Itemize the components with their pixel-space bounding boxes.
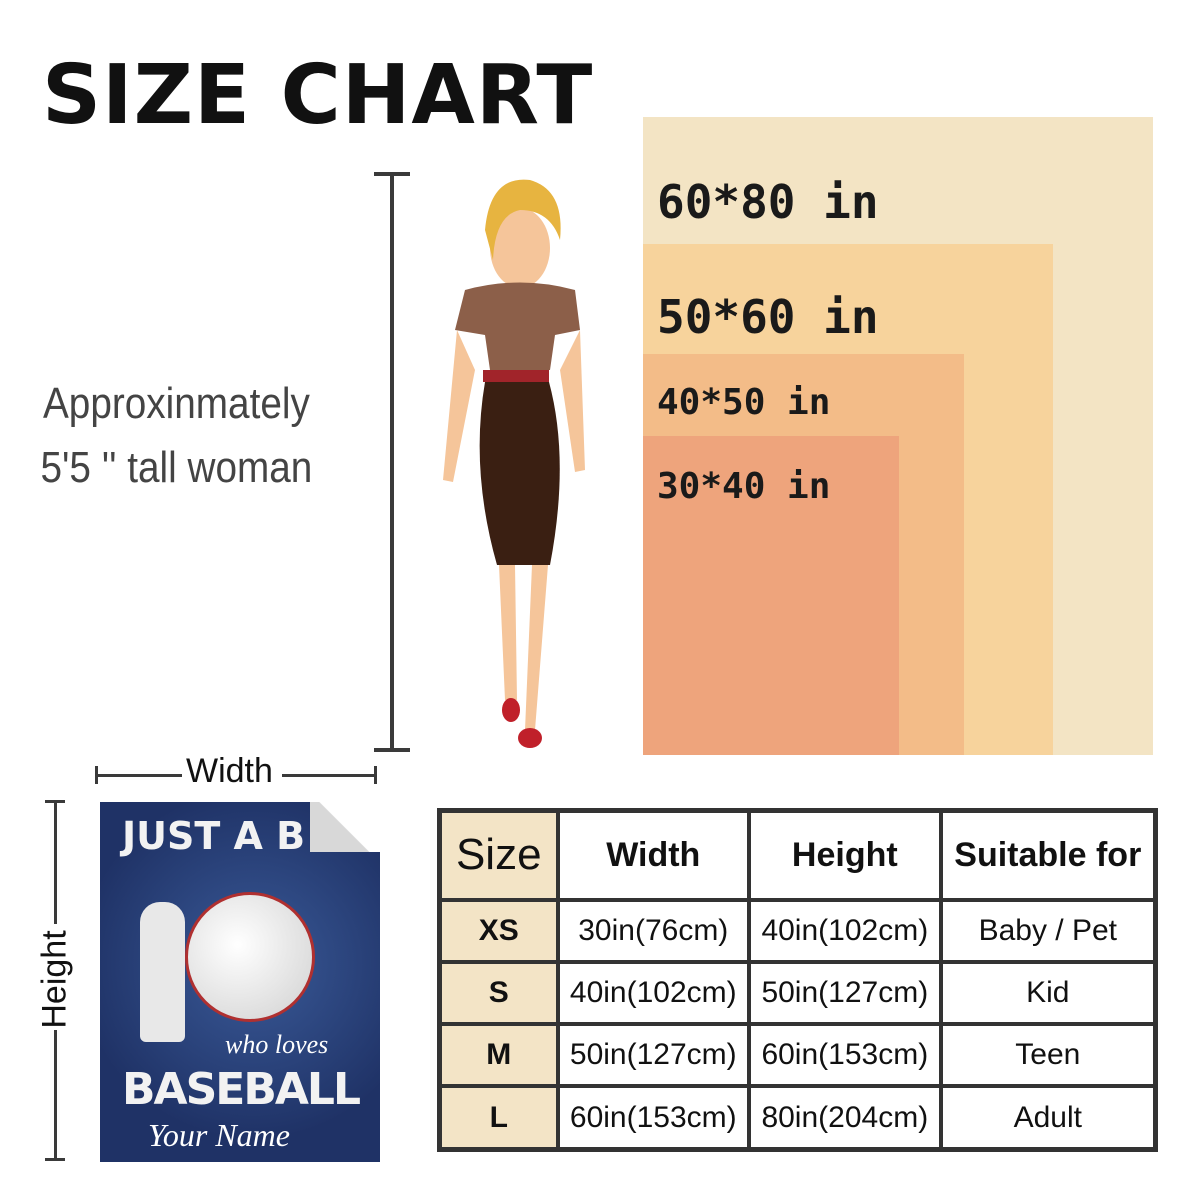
table-cell: 50in(127cm) [747, 959, 943, 1027]
baseball-icon [185, 892, 315, 1022]
blanket-text: BASEBALL [122, 1064, 361, 1115]
table-cell: 60in(153cm) [555, 1084, 752, 1152]
size-table: Size Width Height Suitable for XS 30in(76… [437, 808, 1158, 1152]
table-row: XS 30in(76cm) 40in(102cm) Baby / Pet [437, 897, 1158, 964]
page-title: SIZE CHART [42, 48, 594, 143]
blanket-text: Your Name [148, 1117, 290, 1153]
header-cell: Height [747, 808, 943, 902]
table-cell: Kid [938, 959, 1158, 1027]
table-cell: 80in(204cm) [747, 1084, 943, 1152]
table-cell: 40in(102cm) [747, 897, 943, 964]
blanket-image: JUST A B who loves BASEBALL Your Name [100, 802, 380, 1162]
table-cell: 60in(153cm) [747, 1022, 943, 1089]
table-header-row: Size Width Height Suitable for [437, 808, 1158, 902]
batter-figure [140, 902, 185, 1042]
size-rect-30x40: 30*40 in [643, 436, 899, 755]
description-line: Approxinmately [42, 379, 310, 428]
table-cell: Teen [938, 1022, 1158, 1089]
table-row: L 60in(153cm) 80in(204cm) Adult [437, 1084, 1158, 1152]
header-cell: Suitable for [938, 808, 1158, 902]
size-label: 50*60 in [657, 290, 879, 344]
table-cell: 30in(76cm) [555, 897, 752, 964]
height-description: Approxinmately 5'5 '' tall woman [40, 372, 313, 500]
header-cell: Size [437, 808, 560, 902]
blanket-fold [310, 802, 380, 852]
table-cell: Baby / Pet [938, 897, 1158, 964]
table-cell: XS [437, 897, 560, 964]
size-label: 60*80 in [657, 175, 879, 229]
height-label: Height [35, 930, 74, 1029]
description-line: 5'5 '' tall woman [40, 443, 313, 492]
table-cell: 40in(102cm) [555, 959, 752, 1027]
blanket-text: who loves [225, 1030, 329, 1059]
blanket-text: JUST A B [122, 814, 306, 858]
table-cell: 50in(127cm) [555, 1022, 752, 1089]
table-row: S 40in(102cm) 50in(127cm) Kid [437, 959, 1158, 1027]
header-cell: Width [555, 808, 752, 902]
size-label: 40*50 in [657, 382, 831, 423]
table-cell: M [437, 1022, 560, 1089]
woman-figure [443, 179, 585, 748]
width-label: Width [186, 752, 273, 790]
table-cell: L [437, 1084, 560, 1152]
size-label: 30*40 in [657, 466, 831, 507]
table-cell: S [437, 959, 560, 1027]
table-row: M 50in(127cm) 60in(153cm) Teen [437, 1022, 1158, 1089]
table-cell: Adult [938, 1084, 1158, 1152]
